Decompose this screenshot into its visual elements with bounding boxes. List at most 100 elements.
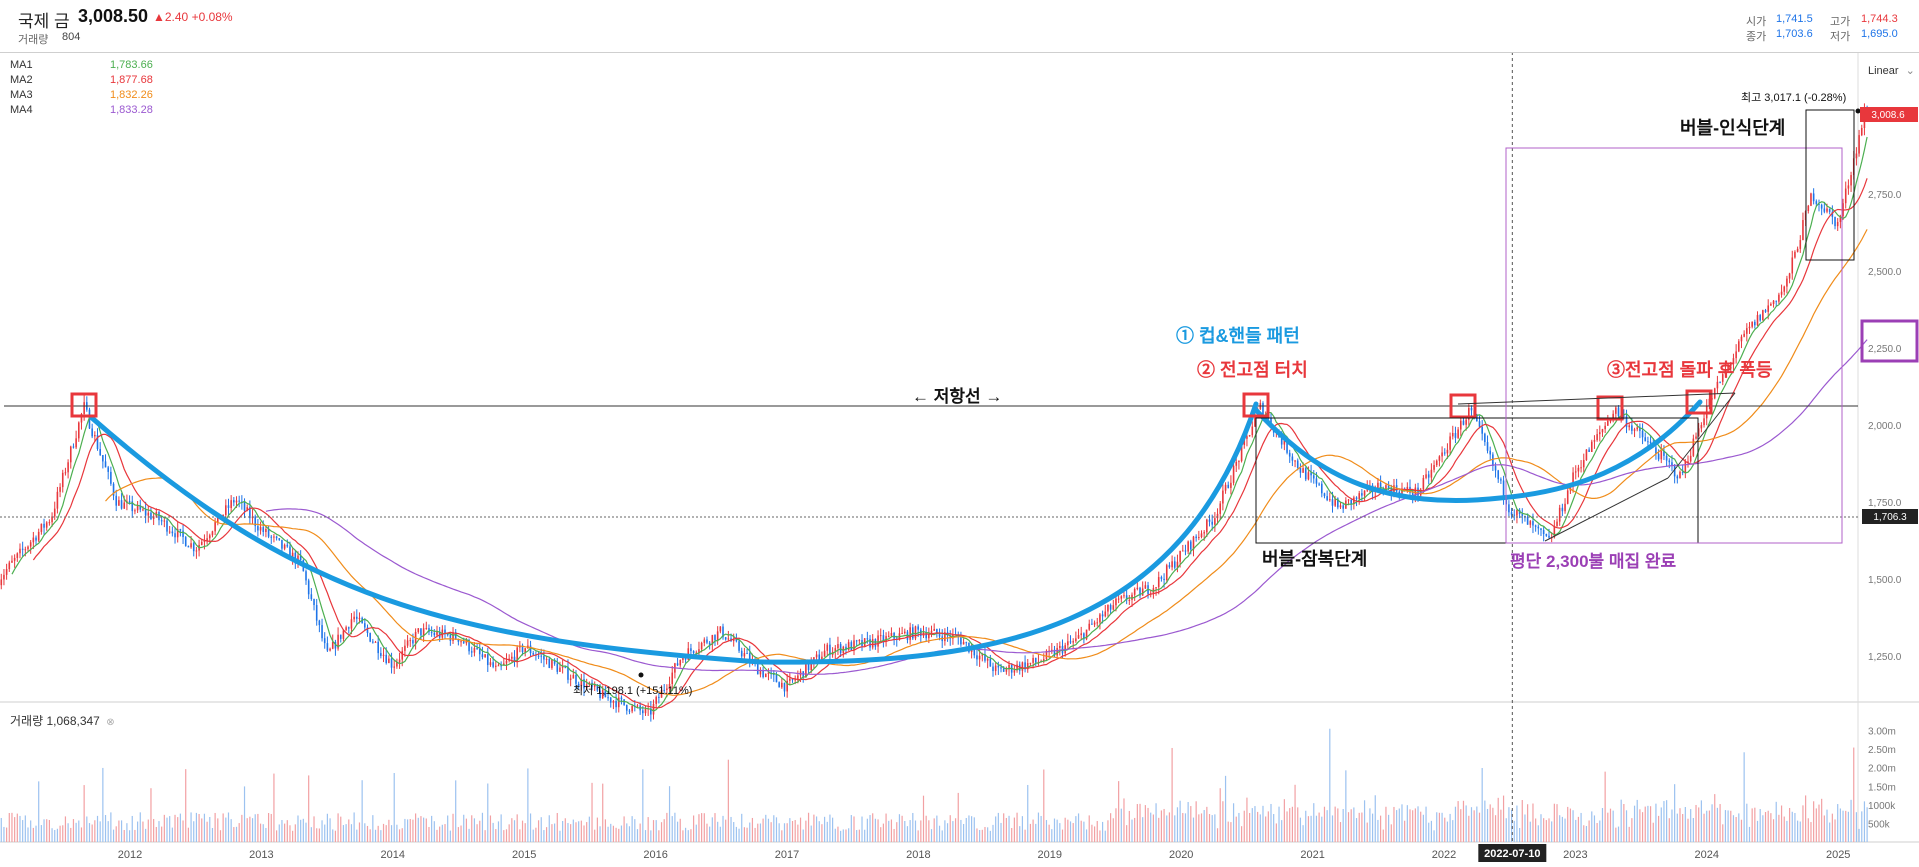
volume-bar (952, 821, 954, 842)
annotation-shapes (0, 52, 1919, 842)
candle-body (476, 648, 478, 650)
volume-bar (1321, 816, 1323, 842)
volume-bar (1222, 801, 1224, 842)
candle-body (1820, 204, 1823, 209)
volume-bar (1441, 812, 1443, 842)
candle-body (1786, 278, 1788, 287)
candle-body (1468, 408, 1470, 420)
volume-bar (1005, 817, 1007, 842)
candle-body (789, 678, 791, 681)
volume-bar (1810, 822, 1812, 842)
low-marker-dot (638, 672, 644, 678)
volume-bar (1823, 815, 1825, 842)
candle-body (1318, 483, 1320, 485)
ma-legend-item[interactable]: MA4 1,833.28 (10, 103, 170, 118)
volume-bar (104, 815, 107, 842)
volume-bar (249, 816, 251, 842)
volume-bar (848, 828, 850, 842)
volume-bar (1583, 825, 1585, 842)
volume-bar (1257, 811, 1259, 842)
candle-body (738, 641, 740, 651)
volume-bar (703, 813, 705, 842)
candle-body (1762, 310, 1764, 321)
candle-body (433, 632, 436, 636)
volume-bar (1863, 801, 1866, 842)
candle-body (56, 491, 59, 509)
candle-body (118, 500, 120, 506)
ma-legend-item[interactable]: MA2 1,877.68 (10, 73, 170, 88)
volume-bar (436, 829, 438, 842)
volume-bar (1476, 806, 1478, 842)
volume-bar (1176, 807, 1179, 842)
candle-body (1633, 429, 1636, 431)
volume-bar (19, 815, 21, 842)
volume-bar (1821, 798, 1823, 842)
candle-body (1387, 485, 1390, 488)
volume-bar (1831, 813, 1833, 842)
volume-bar (273, 773, 275, 842)
volume-bar (1101, 821, 1104, 842)
volume-bar (1754, 807, 1756, 842)
volume-bar (201, 818, 203, 842)
candle-body (305, 571, 307, 581)
candle-body (679, 659, 682, 666)
volume-bar (1166, 815, 1168, 842)
candle-body (166, 520, 168, 532)
volume-bar (904, 821, 906, 842)
volume-bar (1235, 816, 1237, 842)
candle-body (289, 546, 291, 559)
ma-legend-item[interactable]: MA3 1,832.26 (10, 88, 170, 103)
volume-bar (1460, 809, 1462, 842)
volume-bar (1021, 816, 1024, 842)
volume-bar (842, 829, 844, 842)
ma-legend-item[interactable]: MA1 1,783.66 (10, 58, 170, 73)
candle-body (1451, 432, 1454, 437)
candle-body (1005, 669, 1008, 672)
low-marker-label: 최저 1,198.1 (+151.11%) (573, 685, 693, 697)
candle-body (216, 514, 219, 523)
volume-bar (858, 829, 860, 842)
volume-bar (126, 823, 128, 842)
candle-body (1604, 425, 1606, 430)
candle-body (1612, 413, 1614, 421)
candle-body (29, 542, 32, 547)
volume-bar (1323, 806, 1326, 842)
volume-bar (340, 816, 342, 842)
volume-bar (1748, 826, 1751, 842)
volume-bar (548, 815, 550, 842)
scale-mode-dropdown[interactable]: Linear ⌄ (1868, 64, 1915, 77)
candle-body (1497, 470, 1500, 480)
volume-bar (1283, 799, 1285, 842)
volume-bar (1818, 804, 1820, 842)
candle-body (1034, 657, 1037, 663)
candle-body (1093, 622, 1096, 625)
candle-body (77, 422, 80, 439)
volume-bar (182, 820, 184, 842)
candle-body (1238, 461, 1240, 463)
candle-body (1088, 623, 1091, 630)
candle-body (957, 634, 960, 638)
volume-bar (211, 827, 214, 842)
volume-bar (233, 827, 235, 842)
volume-bar (1294, 784, 1296, 842)
candle-body (748, 653, 751, 663)
volume-bar (1388, 814, 1390, 842)
volume-bar (265, 828, 267, 842)
volume-bar (1575, 819, 1577, 842)
volume-bar (30, 820, 32, 842)
volume-bar (75, 822, 77, 842)
volume-bar (1056, 819, 1058, 842)
candle-body (307, 580, 310, 595)
close-icon[interactable]: ⊗ (106, 717, 115, 728)
candle-body (1665, 455, 1668, 461)
volume-bar (933, 818, 935, 842)
candle-body (521, 645, 524, 653)
candle-body (1647, 441, 1649, 443)
candle-body (1858, 135, 1860, 154)
volume-bar (1724, 810, 1727, 842)
volume-bar (134, 829, 136, 842)
volume-bar (570, 824, 572, 842)
candle-body (259, 527, 262, 531)
candle-body (1740, 336, 1743, 342)
